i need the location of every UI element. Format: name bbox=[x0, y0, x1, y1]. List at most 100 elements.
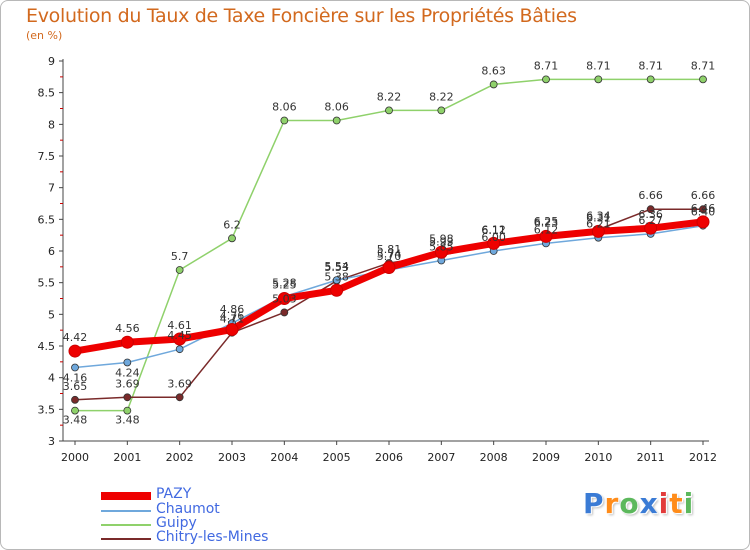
data-label: 5.54 bbox=[324, 260, 349, 273]
legend-label: Chitry-les-Mines bbox=[156, 529, 269, 545]
series-points bbox=[68, 75, 710, 415]
data-label: 6.46 bbox=[691, 202, 716, 215]
data-label: 8.71 bbox=[586, 59, 611, 72]
data-point bbox=[539, 229, 553, 243]
data-label: 5.53 bbox=[324, 261, 349, 274]
data-label: 5.81 bbox=[377, 243, 402, 256]
data-point bbox=[644, 221, 658, 235]
y-tick-label: 7 bbox=[48, 182, 55, 195]
data-point bbox=[646, 205, 655, 214]
series-line-chitry-les-mines bbox=[74, 208, 704, 401]
axes: 3 3.5 4 4.5 5 5.5 6 6.5 7 7.5 8 8.5 9 2000 2001 2002 200… bbox=[38, 55, 718, 464]
data-point bbox=[487, 236, 501, 250]
logo-letter: i bbox=[658, 487, 670, 520]
data-point bbox=[71, 406, 79, 415]
data-point bbox=[225, 323, 239, 337]
data-point bbox=[123, 393, 132, 402]
x-tick-label: 2004 bbox=[270, 451, 298, 464]
logo-letter: r bbox=[604, 487, 620, 520]
data-point bbox=[699, 75, 707, 84]
data-label: 3.69 bbox=[167, 377, 192, 390]
data-point bbox=[71, 363, 79, 372]
data-label: 4.16 bbox=[63, 372, 88, 385]
x-tick-label: 2012 bbox=[689, 451, 717, 464]
data-label: 6.66 bbox=[638, 189, 663, 202]
legend-swatch bbox=[101, 492, 151, 500]
y-tick-label: 3 bbox=[48, 435, 55, 448]
data-point bbox=[594, 75, 603, 84]
data-point bbox=[228, 234, 236, 243]
logo-letter: x bbox=[639, 487, 659, 520]
data-label: 5.03 bbox=[272, 292, 297, 305]
data-label: 6.36 bbox=[638, 208, 663, 221]
data-point bbox=[123, 358, 132, 367]
y-tick-label: 6 bbox=[48, 245, 55, 258]
data-label: 6.66 bbox=[691, 189, 716, 202]
legend-label: Chaumot bbox=[156, 501, 220, 517]
data-label: 5.25 bbox=[272, 279, 297, 292]
data-label: 3.65 bbox=[63, 380, 88, 393]
data-point bbox=[173, 332, 187, 346]
data-label: 6.40 bbox=[691, 206, 716, 219]
x-tick-label: 2008 bbox=[480, 451, 508, 464]
x-tick-label: 2001 bbox=[113, 451, 141, 464]
data-label: 4.42 bbox=[63, 331, 88, 344]
data-label: 5.98 bbox=[429, 232, 454, 245]
logo-letter: t bbox=[669, 487, 684, 520]
data-label: 3.48 bbox=[115, 414, 140, 427]
legend-swatch bbox=[101, 510, 151, 512]
legend-swatch bbox=[101, 524, 151, 526]
legend-label: PAZY bbox=[156, 486, 192, 502]
data-label: 3.48 bbox=[63, 414, 88, 427]
data-label: 6.2 bbox=[223, 218, 241, 231]
data-label: 6.12 bbox=[481, 223, 506, 236]
data-label: 4.71 bbox=[220, 313, 245, 326]
data-label: 6.34 bbox=[586, 209, 611, 222]
proxiti-logo: Proxiti bbox=[583, 487, 694, 520]
data-label: 5.70 bbox=[377, 250, 402, 263]
x-tick-label: 2011 bbox=[637, 451, 665, 464]
data-label: 4.76 bbox=[220, 310, 245, 323]
data-point bbox=[175, 393, 184, 402]
data-point bbox=[332, 276, 341, 285]
logo-letter: i bbox=[683, 487, 695, 520]
x-tick-label: 2010 bbox=[584, 451, 612, 464]
y-tick-label: 4 bbox=[48, 372, 55, 385]
y-tick-label: 5.5 bbox=[38, 277, 56, 290]
data-label: 8.71 bbox=[534, 59, 559, 72]
data-point bbox=[175, 345, 184, 354]
legend-swatch bbox=[101, 538, 151, 540]
legend-label: Guipy bbox=[156, 515, 197, 531]
x-tick-label: 2007 bbox=[427, 451, 455, 464]
chart-title: Evolution du Taux de Taxe Foncière sur l… bbox=[26, 5, 577, 27]
data-label: 8.22 bbox=[429, 90, 454, 103]
y-tick-label: 4.5 bbox=[38, 340, 56, 353]
data-point bbox=[71, 395, 79, 404]
logo-letter: o bbox=[619, 487, 640, 520]
data-label: 5.85 bbox=[429, 241, 454, 254]
data-point bbox=[120, 335, 134, 349]
y-tick-label: 7.5 bbox=[38, 150, 56, 163]
x-tick-label: 2009 bbox=[532, 451, 560, 464]
data-label: 4.86 bbox=[220, 303, 245, 316]
y-tick-label: 8 bbox=[48, 118, 55, 131]
logo-letter: P bbox=[583, 487, 605, 520]
data-point bbox=[382, 260, 396, 274]
data-point bbox=[68, 344, 82, 358]
data-label: 4.24 bbox=[115, 366, 140, 379]
data-label: 6.31 bbox=[586, 211, 611, 224]
y-tick-label: 8.5 bbox=[38, 87, 56, 100]
data-label: 3.69 bbox=[115, 377, 140, 390]
data-label: 6.21 bbox=[586, 218, 611, 231]
data-label: 5.93 bbox=[429, 235, 454, 248]
data-point bbox=[332, 116, 341, 125]
data-label: 8.71 bbox=[691, 59, 716, 72]
data-point bbox=[591, 224, 605, 238]
data-label: 4.45 bbox=[167, 329, 192, 342]
data-point bbox=[646, 75, 655, 84]
data-point bbox=[437, 106, 446, 115]
data-label: 6.23 bbox=[534, 216, 559, 229]
data-point bbox=[385, 106, 393, 115]
